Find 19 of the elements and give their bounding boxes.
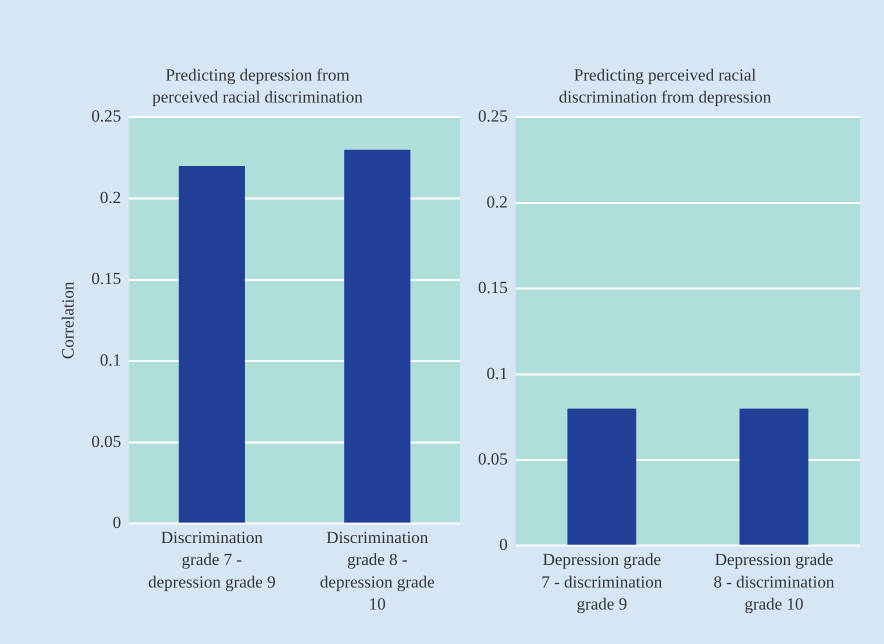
y-tick-label: 0.05 — [91, 432, 122, 451]
y-tick-label: 0 — [112, 513, 122, 532]
y-tick-label: 0.05 — [478, 449, 508, 468]
y-tick-label: 0.2 — [100, 188, 122, 207]
y-tick-label: 0.1 — [486, 364, 508, 383]
y-tick-label: 0.1 — [100, 350, 122, 370]
y-tick-label: 0 — [499, 535, 508, 554]
chart-title: Predicting perceived racial discrimination from depression — [558, 66, 772, 107]
y-tick-label: 0.2 — [486, 192, 508, 212]
x-tick-label: Depression grade 7 - discrimination grade 9 — [541, 550, 663, 614]
y-tick-label: 0.25 — [91, 106, 122, 126]
y-axis-title: Correlation — [58, 281, 78, 360]
y-tick-label: 0.25 — [478, 106, 508, 126]
y-tick-label: 0.15 — [91, 269, 122, 288]
chart-title: Predicting depression from perceived racial discrimination — [152, 66, 364, 107]
y-tick-label: 0.15 — [478, 278, 508, 298]
x-tick-label: Discrimination grade 7 - depression grade 9 — [148, 528, 276, 592]
x-tick-label: Discrimination grade 8 - depression grade 10 — [320, 528, 435, 614]
x-tick-label: Depression grade 8 - discrimination grade 10 — [714, 550, 835, 614]
